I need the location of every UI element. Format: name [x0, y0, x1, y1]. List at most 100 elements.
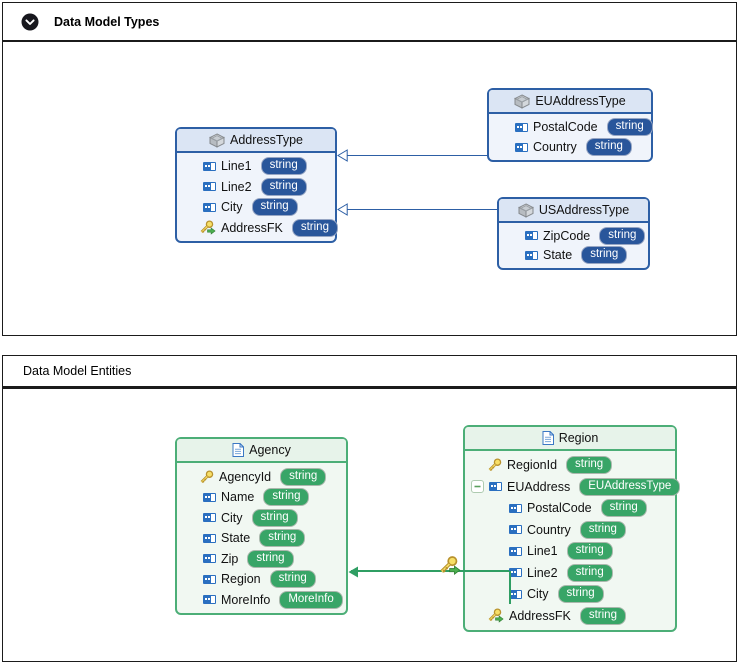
field-row-zip[interactable]: Zip string [177, 549, 346, 568]
field-type-badge: string [259, 529, 306, 547]
field-name: Country [527, 522, 571, 537]
field-type-badge: string [263, 488, 310, 506]
collapse-section-button[interactable] [21, 13, 39, 31]
node-title: EUAddressType [535, 94, 626, 108]
field-type-badge: string [579, 520, 626, 539]
node-header[interactable]: Agency [177, 439, 346, 463]
field-type-badge: string [600, 499, 647, 518]
attribute-icon [515, 122, 528, 132]
collapse-minus-icon[interactable] [471, 480, 484, 494]
inheritance-connector-eu [347, 155, 487, 156]
field-type-badge: string [269, 570, 316, 588]
field-type-badge: string [557, 585, 604, 604]
entity-node-region[interactable]: Region RegionId string [463, 425, 681, 632]
field-row-postalcode[interactable]: PostalCode string [465, 499, 675, 518]
attribute-icon [203, 533, 216, 543]
node-header[interactable]: EUAddressType [489, 90, 651, 114]
field-row-moreinfo[interactable]: MoreInfo MoreInfo [177, 590, 346, 609]
node-title: Agency [249, 443, 291, 457]
field-type-badge: string [247, 549, 294, 568]
field-row-city[interactable]: City string [177, 508, 346, 527]
field-type-badge: string [280, 467, 327, 486]
field-name: EUAddress [507, 479, 571, 494]
field-row-addressfk[interactable]: AddressFK string [465, 606, 675, 625]
document-icon [232, 443, 245, 457]
section-header-entities[interactable]: Data Model Entities [3, 356, 736, 389]
attribute-icon [203, 595, 216, 604]
field-type-badge: string [260, 177, 307, 196]
primary-key-icon [198, 469, 214, 484]
attribute-icon [509, 525, 522, 535]
field-type-badge: string [581, 246, 628, 265]
type-node-usaddresstype[interactable]: USAddressType ZipCode string State strin… [497, 197, 650, 270]
field-name: AddressFK [509, 608, 571, 623]
field-row-line1[interactable]: Line1 string [177, 157, 335, 176]
field-row-city[interactable]: City string [177, 198, 335, 217]
field-type-badge: string [579, 606, 626, 625]
field-name: Line2 [221, 179, 252, 194]
section-header-types[interactable]: Data Model Types [3, 3, 736, 42]
document-icon [542, 431, 554, 445]
field-type-badge: string [566, 563, 613, 582]
node-body: RegionId string EUAddress EUAddressType … [465, 451, 681, 630]
primary-key-icon [486, 458, 502, 472]
field-type-badge: string [585, 138, 632, 156]
field-row-addressfk[interactable]: AddressFK string [177, 218, 338, 237]
relationship-connector [351, 570, 509, 572]
attribute-icon [203, 182, 216, 192]
field-row-line2[interactable]: Line2 string [465, 563, 675, 582]
node-header[interactable]: AddressType [177, 129, 335, 153]
field-name: RegionId [507, 458, 558, 473]
field-name: AgencyId [219, 469, 272, 484]
field-row-city[interactable]: City string [465, 585, 675, 604]
field-type-badge: string [291, 218, 338, 237]
field-name: Line2 [527, 565, 558, 580]
field-type-badge: string [566, 542, 613, 561]
relationship-arrow-icon [348, 565, 358, 583]
field-row-agencyid[interactable]: AgencyId string [177, 467, 346, 486]
field-row-regionid[interactable]: RegionId string [465, 456, 675, 475]
attribute-icon [525, 250, 538, 260]
attribute-icon [203, 513, 216, 522]
attribute-icon [203, 161, 216, 171]
attribute-icon [203, 202, 216, 212]
field-row-line2[interactable]: Line2 string [177, 177, 335, 196]
node-header[interactable]: Region [465, 427, 675, 451]
attribute-icon [509, 503, 522, 513]
field-row-line1[interactable]: Line1 string [465, 542, 675, 561]
relationship-connector-branch [509, 571, 511, 604]
field-row-region[interactable]: Region string [177, 570, 346, 588]
field-row-zipcode[interactable]: ZipCode string [499, 226, 648, 245]
field-name: State [221, 531, 251, 545]
field-row-euaddress[interactable]: EUAddress EUAddressType [465, 477, 681, 496]
attribute-icon [203, 492, 216, 502]
field-row-state[interactable]: State string [177, 529, 346, 547]
node-title: Region [558, 431, 599, 445]
field-type-badge: MoreInfo [279, 590, 343, 609]
field-type-badge: EUAddressType [579, 477, 681, 496]
entity-node-agency[interactable]: Agency AgencyId string Name string [175, 437, 348, 615]
field-name: Line1 [527, 544, 558, 559]
attribute-icon [525, 231, 538, 241]
inheritance-arrow-icon [337, 149, 348, 167]
foreign-key-relation-icon [437, 555, 461, 581]
attribute-icon [489, 482, 502, 492]
field-type-badge: string [251, 508, 298, 527]
field-name: PostalCode [533, 120, 598, 134]
field-name: Zip [221, 551, 239, 566]
field-name: PostalCode [527, 501, 592, 516]
field-row-postalcode[interactable]: PostalCode string [489, 118, 653, 136]
field-row-state[interactable]: State string [499, 246, 648, 265]
field-name: Country [533, 140, 577, 154]
node-header[interactable]: USAddressType [499, 199, 648, 223]
attribute-icon [515, 142, 528, 152]
attribute-icon [203, 574, 216, 584]
field-row-country[interactable]: Country string [465, 520, 675, 539]
foreign-key-icon [198, 220, 216, 235]
field-name: City [221, 510, 243, 525]
field-row-country[interactable]: Country string [489, 138, 651, 156]
field-row-name[interactable]: Name string [177, 488, 346, 506]
type-node-addresstype[interactable]: AddressType Line1 string Line2 string Ci… [175, 127, 338, 243]
field-type-badge: string [606, 118, 653, 136]
type-node-euaddresstype[interactable]: EUAddressType PostalCode string Country … [487, 88, 653, 162]
